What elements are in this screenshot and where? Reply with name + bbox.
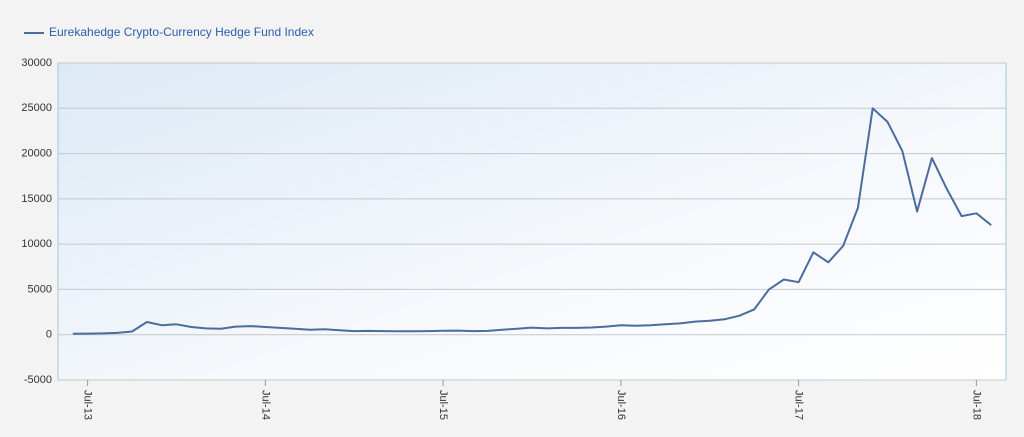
- legend-text: Eurekahedge Crypto-Currency Hedge Fund I…: [49, 25, 314, 39]
- x-tick-label: Jul-14: [259, 390, 271, 420]
- y-tick-label: 15000: [21, 193, 52, 205]
- x-tick-label: Jul-17: [793, 390, 805, 420]
- y-tick-label: 0: [46, 329, 52, 341]
- y-tick-label: 30000: [21, 57, 52, 69]
- series-line: [72, 107, 992, 335]
- x-tick-label: Jul-13: [82, 390, 94, 420]
- plot-area: [57, 62, 1007, 381]
- y-tick-label: 5000: [28, 283, 52, 295]
- x-tick-label: Jul-16: [615, 390, 627, 420]
- y-tick-label: 20000: [21, 147, 52, 159]
- y-tick-label: 10000: [21, 238, 52, 250]
- x-tick-label: Jul-18: [970, 390, 982, 420]
- y-tick-label: 25000: [21, 102, 52, 114]
- y-tick-label: -5000: [24, 374, 52, 386]
- x-tick-label: Jul-15: [437, 390, 449, 420]
